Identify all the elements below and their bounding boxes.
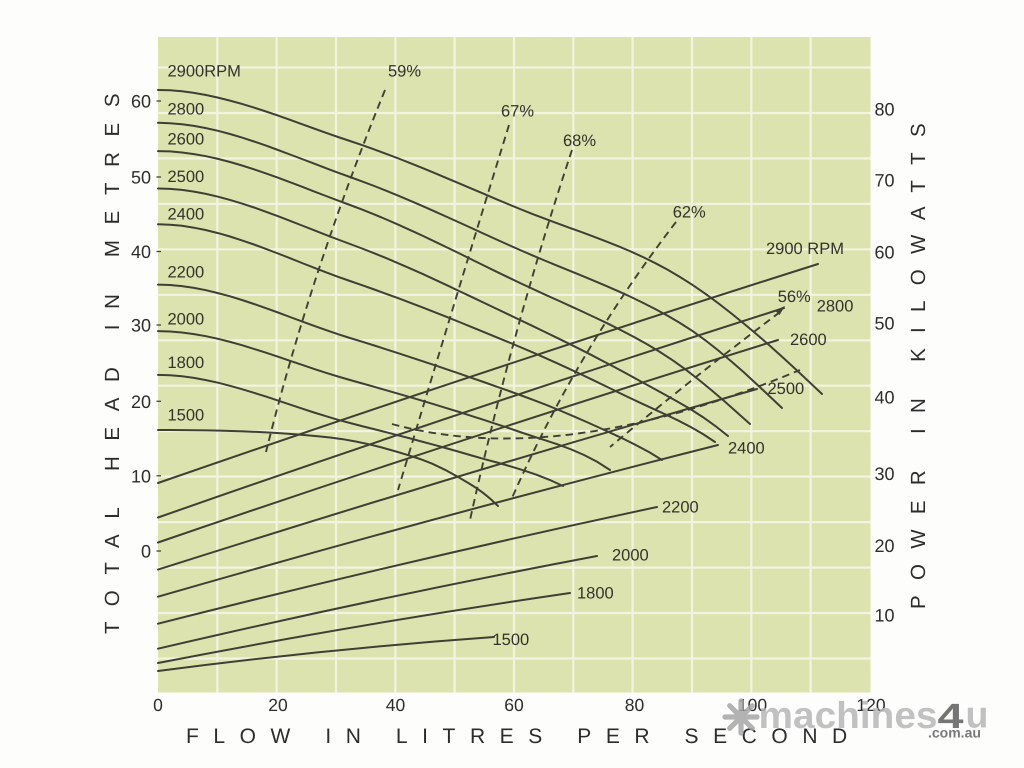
svg-text:1500: 1500: [168, 407, 205, 425]
svg-text:2500: 2500: [168, 168, 205, 186]
svg-text:TOTAL HEAD IN METRES: TOTAL HEAD IN METRES: [101, 78, 124, 634]
svg-text:FLOW IN LITRES PER SECOND: FLOW IN LITRES PER SECOND: [186, 725, 862, 748]
svg-text:68%: 68%: [563, 132, 596, 150]
svg-text:2400: 2400: [728, 439, 765, 457]
svg-text:2400: 2400: [168, 205, 205, 223]
svg-text:70: 70: [875, 171, 895, 191]
svg-text:2200: 2200: [168, 264, 205, 282]
svg-text:80: 80: [875, 100, 895, 120]
svg-text:2600: 2600: [790, 331, 827, 349]
svg-text:2000: 2000: [612, 546, 649, 564]
svg-text:60: 60: [875, 243, 895, 263]
svg-text:60: 60: [504, 695, 524, 715]
svg-text:2200: 2200: [662, 498, 699, 516]
svg-text:2800: 2800: [817, 297, 854, 315]
svg-text:0: 0: [153, 695, 163, 715]
svg-text:50: 50: [131, 168, 151, 188]
svg-text:2800: 2800: [168, 100, 205, 118]
svg-text:10: 10: [875, 606, 895, 626]
svg-text:20: 20: [268, 695, 288, 715]
svg-text:56%: 56%: [778, 288, 811, 306]
svg-text:POWER IN KILOWATTS: POWER IN KILOWATTS: [907, 108, 930, 609]
svg-text:59%: 59%: [388, 62, 421, 80]
svg-text:4: 4: [938, 697, 965, 736]
svg-text:2500: 2500: [768, 380, 805, 398]
svg-text:50: 50: [875, 314, 895, 334]
svg-text:60: 60: [131, 92, 151, 112]
svg-text:0: 0: [141, 542, 151, 562]
svg-text:20: 20: [131, 392, 151, 412]
svg-text:80: 80: [625, 695, 645, 715]
svg-text:20: 20: [875, 536, 895, 556]
svg-text:u: u: [966, 694, 989, 736]
svg-text:1500: 1500: [493, 631, 530, 649]
svg-text:67%: 67%: [501, 102, 534, 120]
svg-text:40: 40: [131, 242, 151, 262]
svg-text:62%: 62%: [673, 203, 706, 221]
svg-text:2000: 2000: [168, 311, 205, 329]
svg-text:40: 40: [875, 388, 895, 408]
svg-text:30: 30: [131, 316, 151, 336]
svg-text:2900RPM: 2900RPM: [168, 63, 241, 81]
svg-text:1800: 1800: [168, 354, 205, 372]
svg-text:120: 120: [856, 695, 885, 715]
svg-text:.com.au: .com.au: [928, 725, 981, 741]
svg-text:1800: 1800: [577, 584, 614, 602]
svg-text:40: 40: [386, 695, 406, 715]
svg-text:10: 10: [131, 466, 151, 486]
svg-text:30: 30: [875, 464, 895, 484]
svg-text:machines: machines: [759, 694, 938, 736]
svg-text:2900 RPM: 2900 RPM: [766, 240, 844, 258]
svg-text:2600: 2600: [168, 131, 205, 149]
